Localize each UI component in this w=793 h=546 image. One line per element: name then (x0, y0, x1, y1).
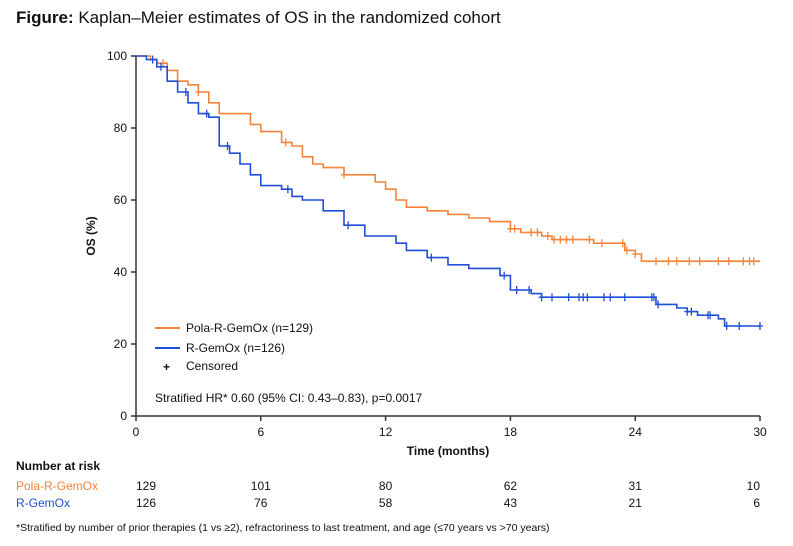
km-curve-1 (136, 55, 760, 327)
x-tick-label: 24 (629, 425, 643, 439)
risk-value: 10 (747, 479, 761, 493)
censor-mark (284, 185, 291, 194)
censor-mark (601, 293, 607, 302)
axes: 0 20 40 60 80 100 0 6 12 18 24 30 (107, 49, 767, 439)
title-text: Kaplan–Meier estimates of OS in the rand… (73, 8, 501, 27)
y-tick-label: 0 (120, 409, 127, 423)
censor-mark (598, 239, 605, 248)
censor-mark (224, 142, 231, 150)
censor-mark (528, 228, 535, 237)
risk-value: 6 (753, 496, 760, 510)
censor-mark (686, 257, 693, 266)
censor-mark (632, 250, 639, 258)
x-tick-label: 0 (133, 425, 140, 439)
legend-label-censored: Censored (186, 359, 238, 373)
censor-mark (607, 293, 614, 302)
legend: Pola-R-GemOx (n=129) R-GemOx (n=126) + C… (155, 321, 313, 374)
risk-value: 62 (504, 479, 518, 493)
hr-annotation: Stratified HR* 0.60 (95% CI: 0.43–0.83),… (155, 391, 422, 405)
censor-mark (621, 293, 628, 302)
risk-value: 126 (136, 496, 156, 510)
risk-value: 76 (254, 496, 268, 510)
censor-mark (149, 55, 156, 64)
censor-mark (341, 170, 347, 179)
censor-mark (673, 257, 680, 266)
censor-mark (538, 293, 545, 302)
risk-table-title: Number at risk (16, 459, 100, 473)
censor-mark (534, 228, 541, 237)
censor-mark (551, 235, 558, 244)
figure-title: Figure: Kaplan–Meier estimates of OS in … (16, 8, 501, 28)
censor-mark (526, 286, 533, 294)
censor-mark (428, 253, 435, 262)
risk-table: Pola-R-GemOx 129 101 80 62 31 10 R-GemOx 126 76 58… (16, 479, 760, 510)
censor-mark (623, 246, 630, 255)
censor-mark (736, 322, 743, 330)
risk-value: 80 (379, 479, 393, 493)
x-tick-label: 30 (753, 425, 767, 439)
risk-value: 43 (504, 496, 518, 510)
censor-mark (757, 322, 763, 330)
censor-mark (511, 224, 518, 233)
censor-mark (195, 88, 202, 96)
footnote: *Stratified by number of prior therapies… (16, 522, 550, 534)
legend-censored-icon: + (163, 360, 170, 374)
censor-mark (569, 235, 576, 244)
censor-mark (501, 271, 508, 280)
censor-mark (203, 109, 210, 118)
censor-mark (725, 257, 732, 266)
censor-mark (750, 257, 757, 266)
censor-mark (650, 293, 657, 302)
x-axis-label: Time (months) (407, 444, 489, 458)
risk-value: 31 (629, 479, 643, 493)
y-tick-label: 80 (114, 121, 128, 135)
censor-mark (688, 307, 695, 316)
risk-value: 21 (629, 496, 643, 510)
y-tick-label: 40 (114, 265, 128, 279)
censor-mark (653, 257, 659, 266)
censor-mark (707, 311, 714, 320)
censor-mark (665, 257, 672, 266)
legend-label-rgemox: R-GemOx (n=126) (186, 341, 285, 355)
y-tick-label: 20 (114, 337, 128, 351)
risk-value: 101 (251, 479, 271, 493)
risk-value: 129 (136, 479, 156, 493)
curves (136, 55, 763, 330)
x-tick-label: 12 (379, 425, 393, 439)
title-prefix: Figure: (16, 8, 74, 27)
censor-mark (584, 293, 591, 302)
censor-mark (586, 235, 593, 244)
censor-mark (563, 235, 570, 244)
risk-value: 58 (379, 496, 393, 510)
censor-mark (549, 293, 555, 302)
risk-row-label: R-GemOx (16, 496, 70, 510)
censor-mark (655, 300, 662, 309)
km-curve-0 (136, 55, 760, 262)
censor-mark (565, 293, 572, 302)
censor-mark (544, 232, 551, 240)
censor-mark (182, 88, 189, 96)
y-tick-label: 60 (114, 193, 128, 207)
legend-label-pola: Pola-R-GemOx (n=129) (186, 321, 313, 335)
censor-mark (715, 257, 722, 266)
censor-mark (696, 257, 703, 266)
censor-mark (557, 235, 564, 244)
censor-mark (513, 286, 520, 294)
risk-row-label: Pola-R-GemOx (16, 479, 98, 493)
censor-mark (282, 138, 289, 147)
censor-mark (619, 239, 626, 248)
censor-mark (740, 257, 747, 266)
y-axis-label: OS (%) (84, 216, 98, 255)
x-tick-label: 18 (504, 425, 518, 439)
censor-mark (345, 221, 352, 230)
x-tick-label: 6 (257, 425, 264, 439)
y-tick-label: 100 (107, 49, 127, 63)
censor-mark (723, 322, 730, 330)
censor-mark (157, 62, 164, 71)
